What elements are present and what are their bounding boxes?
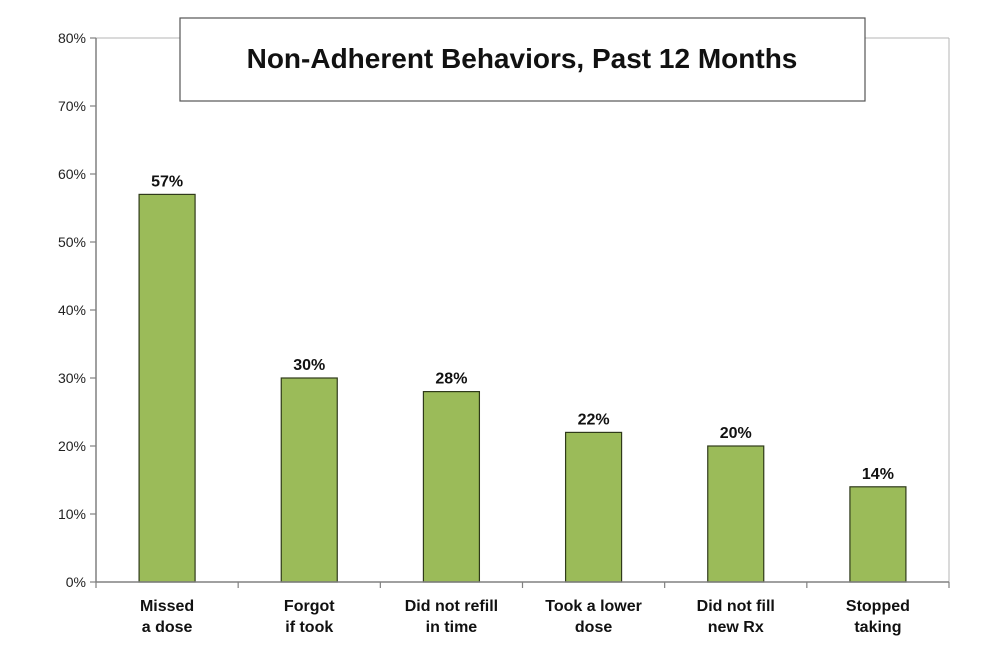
category-label: Missed [140, 598, 194, 615]
bar-value-label: 57% [151, 173, 183, 190]
y-tick-label: 40% [58, 302, 86, 318]
bar [707, 445, 765, 583]
y-tick-label: 70% [58, 98, 86, 114]
category-label: new Rx [708, 619, 764, 636]
chart-title: Non-Adherent Behaviors, Past 12 Months [247, 43, 798, 74]
bar-value-label: 20% [720, 425, 752, 442]
y-tick-label: 60% [58, 166, 86, 182]
y-tick-label: 20% [58, 438, 86, 454]
y-tick-label: 80% [58, 30, 86, 46]
bar-value-label: 22% [578, 411, 610, 428]
y-tick-label: 10% [58, 506, 86, 522]
bar-value-label: 14% [862, 466, 894, 483]
category-label: Stopped [846, 598, 910, 615]
bars [138, 193, 907, 583]
bar [849, 486, 907, 583]
bar [138, 193, 196, 583]
data-labels: 57% 30% 28% 22% 20% 14% [151, 173, 894, 482]
category-label: Did not refill [405, 598, 498, 615]
bar [422, 391, 481, 583]
category-label: in time [426, 619, 478, 636]
y-axis-ticks: 0% 10% 20% 30% 40% 50% 60% 70% 80% [58, 30, 950, 590]
y-tick-label: 50% [58, 234, 86, 250]
x-axis-category-labels: Missed a dose Forgot if took Did not refill i… [140, 598, 910, 636]
y-tick-label: 0% [66, 574, 86, 590]
category-label: dose [575, 619, 612, 636]
y-tick-label: 30% [58, 370, 86, 386]
category-label: if took [285, 619, 333, 636]
category-label: Forgot [284, 598, 335, 615]
bar [280, 377, 338, 583]
bar-value-label: 30% [293, 357, 325, 374]
bar-value-label: 28% [435, 371, 467, 388]
category-label: a dose [142, 619, 193, 636]
chart-title-box: Non-Adherent Behaviors, Past 12 Months [179, 17, 866, 102]
category-label: Did not fill [697, 598, 775, 615]
bar [564, 431, 623, 583]
chart-title-frame [179, 17, 866, 102]
category-label: Took a lower [545, 598, 642, 615]
category-label: taking [854, 619, 901, 636]
